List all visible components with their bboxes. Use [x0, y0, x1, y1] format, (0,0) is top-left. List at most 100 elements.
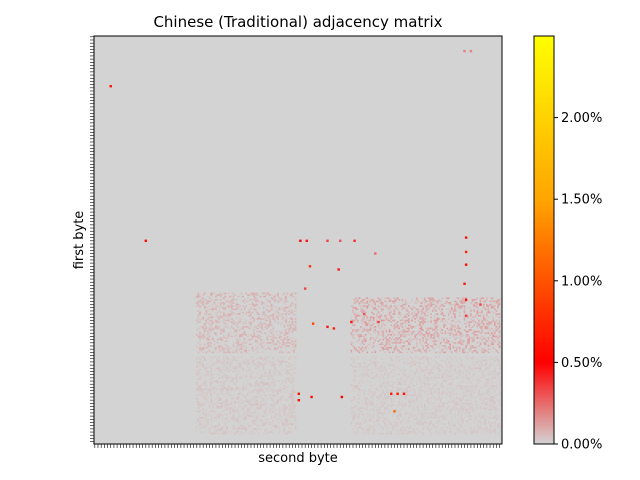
heatmap-cell — [482, 386, 485, 389]
heatmap-cell — [248, 424, 251, 427]
heatmap-cell — [197, 386, 200, 389]
heatmap-cell — [215, 361, 217, 363]
heatmap-cell — [242, 332, 244, 335]
heatmap-cell — [280, 383, 283, 386]
heatmap-cell — [384, 373, 386, 376]
heatmap-cell — [247, 404, 249, 406]
heatmap-cell — [293, 361, 295, 363]
heatmap-cell — [486, 359, 488, 362]
heatmap-cell — [231, 359, 233, 362]
heatmap-cell — [494, 385, 496, 387]
heatmap-cell — [200, 349, 203, 352]
heatmap-cell — [232, 327, 235, 330]
heatmap-cell — [396, 334, 399, 336]
heatmap-cell — [293, 421, 295, 424]
heatmap-cell — [259, 343, 262, 346]
heatmap-cell — [482, 404, 485, 406]
heatmap-cell — [294, 428, 297, 430]
heatmap-cell — [446, 308, 448, 311]
heatmap-cell — [248, 362, 251, 365]
heatmap-cell — [487, 316, 490, 319]
heatmap-cell — [454, 318, 456, 320]
heatmap-cell — [245, 319, 247, 322]
heatmap-cell — [454, 321, 456, 323]
heatmap-cell — [414, 346, 416, 349]
heatmap-cell — [234, 367, 236, 370]
heatmap-cell — [380, 405, 383, 408]
heatmap-cell — [441, 318, 444, 320]
heatmap-cell — [379, 400, 381, 403]
heatmap-cell — [215, 429, 217, 432]
heatmap-cell — [404, 300, 407, 303]
heatmap-cell — [379, 385, 381, 387]
heatmap-cell — [256, 393, 259, 395]
heatmap-cell — [396, 327, 399, 330]
heatmap-cell — [221, 418, 224, 421]
heatmap-cell — [473, 386, 475, 389]
heatmap-cell — [382, 378, 385, 381]
heatmap-cell — [471, 346, 474, 349]
heatmap-cell — [270, 294, 273, 296]
heatmap-cell — [232, 416, 235, 419]
heatmap-cell — [425, 394, 428, 397]
heatmap-cell — [384, 319, 386, 322]
heatmap-cell — [406, 359, 408, 362]
heatmap-cell — [455, 385, 458, 387]
heatmap-cell — [205, 388, 208, 390]
heatmap-cell — [497, 357, 499, 360]
heatmap-cell — [290, 311, 292, 314]
heatmap-cell — [396, 337, 399, 339]
heatmap-cell — [293, 342, 295, 344]
heatmap-cell — [479, 394, 482, 397]
heatmap-cell — [197, 356, 200, 358]
heatmap-cell — [479, 316, 482, 319]
heatmap-cell — [210, 345, 212, 347]
heatmap-cell — [403, 381, 405, 384]
heatmap-cell — [427, 389, 429, 392]
heatmap-cell — [283, 412, 286, 414]
heatmap-cell — [269, 385, 271, 387]
heatmap-cell — [495, 372, 498, 374]
heatmap-cell — [411, 357, 413, 360]
heatmap-cell — [283, 324, 286, 327]
heatmap-cell — [470, 308, 472, 311]
heatmap-cell — [419, 361, 421, 363]
heatmap-cell — [458, 332, 461, 335]
heatmap-cell — [490, 383, 493, 386]
heatmap-cell — [280, 356, 283, 358]
heatmap-cell — [261, 381, 263, 384]
heatmap-cell — [404, 402, 407, 405]
heatmap-cell — [248, 399, 251, 401]
heatmap-cell — [419, 388, 421, 390]
heatmap-cell — [498, 321, 501, 323]
heatmap-cell — [492, 385, 495, 387]
heatmap-cell — [422, 389, 424, 392]
heatmap-cell — [210, 330, 212, 333]
heatmap-cell — [371, 359, 373, 362]
heatmap-cell — [411, 361, 413, 363]
heatmap-cell — [447, 318, 450, 320]
heatmap-cell — [431, 361, 434, 363]
heatmap-cell — [274, 405, 276, 408]
heatmap-cell — [358, 375, 361, 378]
heatmap-cell — [200, 388, 203, 390]
heatmap-cell — [498, 364, 501, 366]
heatmap-cell — [267, 324, 270, 327]
heatmap-cell — [463, 394, 466, 397]
heatmap-cell — [205, 418, 208, 421]
heatmap-cell — [285, 311, 287, 314]
heatmap-cell — [199, 306, 201, 309]
heatmap-cell — [211, 298, 214, 301]
heatmap-cell — [240, 408, 243, 411]
heatmap-cell — [419, 334, 421, 336]
heatmap-cell — [428, 300, 431, 303]
heatmap-cell — [247, 351, 249, 354]
heatmap-cell — [407, 318, 410, 320]
heatmap-cell — [239, 348, 241, 350]
heatmap-cell — [288, 318, 291, 320]
heatmap-cell — [248, 373, 251, 376]
heatmap-cell — [274, 313, 276, 315]
heatmap-cell — [479, 399, 482, 401]
heatmap-cell — [415, 367, 418, 370]
heatmap-cell — [431, 377, 434, 379]
